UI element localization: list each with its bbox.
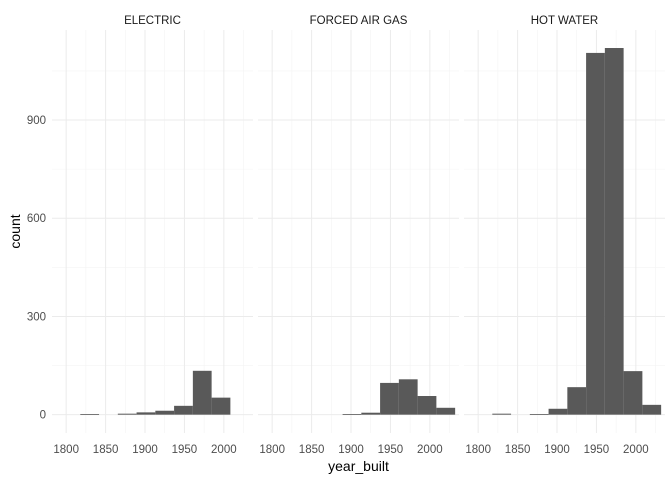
x-tick-labels: 1800 1850 1900 1950 2000 [465,444,648,456]
y-axis-title: count [7,214,23,248]
panel-grid [52,30,253,433]
x-tick-label: 1800 [465,444,491,456]
histogram-bars [80,370,231,415]
x-tick-label: 1850 [505,444,531,456]
y-tick-label: 0 [40,410,46,422]
histogram-bar [436,407,456,415]
histogram-bar [80,414,100,415]
histogram-bars [342,379,456,415]
histogram-bar [567,387,587,415]
x-tick-label: 1850 [299,444,325,456]
x-tick-label: 1950 [172,444,198,456]
histogram-bar [361,412,381,415]
x-tick-label: 2000 [623,444,649,456]
histogram-bar [586,52,605,415]
histogram-bar [380,382,399,415]
x-tick-labels: 1800 1850 1900 1950 2000 [259,444,442,456]
histogram-bar [342,414,362,415]
y-tick-label: 600 [27,213,46,225]
facet-panel: FORCED AIR GAS 1800 1850 1900 1950 2000 [258,15,459,456]
facet-panel: HOT WATER 1800 1850 1900 1950 2000 [464,15,665,456]
histogram-bar [398,379,418,415]
histogram-bars [492,48,662,415]
x-tick-label: 1800 [259,444,285,456]
facet-panel: ELECTRIC 1800 1850 1900 1950 2000 [52,15,253,456]
y-axis: 0 300 600 900 [27,115,46,422]
x-tick-label: 1950 [378,444,404,456]
histogram-bar [492,413,512,415]
y-tick-label: 300 [27,311,46,323]
histogram-bar [136,412,156,415]
histogram-bar [174,405,193,415]
x-tick-label: 1900 [544,444,570,456]
histogram-bar [548,408,568,415]
histogram-bar [623,371,643,415]
facet-title: HOT WATER [531,15,599,27]
histogram-bar [529,414,549,415]
panel-grid [258,30,459,433]
histogram-bar [192,370,212,415]
x-tick-label: 1900 [338,444,364,456]
y-tick-label: 900 [27,115,46,127]
x-axis-title: year_built [328,458,389,474]
x-tick-label: 2000 [211,444,237,456]
histogram-bar [417,396,437,415]
facet-title: FORCED AIR GAS [310,15,408,27]
x-tick-label: 2000 [417,444,443,456]
histogram-bar [211,397,231,415]
histogram-bar [155,410,175,415]
facet-title: ELECTRIC [124,15,181,27]
x-tick-label: 1900 [132,444,158,456]
histogram-bar [117,413,137,415]
x-tick-label: 1800 [53,444,79,456]
histogram-bar [604,48,624,415]
histogram-bar [642,404,662,415]
x-tick-label: 1850 [93,444,119,456]
x-tick-labels: 1800 1850 1900 1950 2000 [53,444,236,456]
x-tick-label: 1950 [584,444,610,456]
